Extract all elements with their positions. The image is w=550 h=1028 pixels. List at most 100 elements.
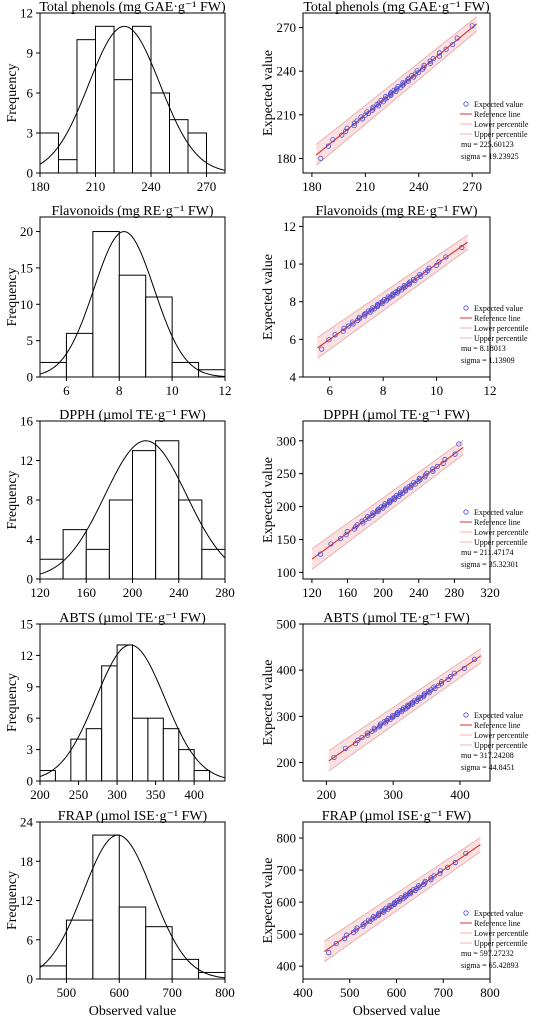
lower-percentile-line bbox=[311, 454, 464, 570]
histogram-chart: DPPH (µmol TE·g⁻¹ FW) 120 160 200 240 280 0 4 8 1… bbox=[5, 408, 235, 600]
histogram-x-tick-label: 240 bbox=[141, 179, 161, 194]
qq-point bbox=[409, 701, 416, 707]
histogram-bar bbox=[113, 79, 133, 174]
qq-point bbox=[400, 82, 406, 88]
qq-title: FRAP (µmol ISE·g⁻¹ FW) bbox=[322, 809, 472, 824]
qq-point bbox=[421, 691, 427, 697]
qq-chart: ABTS (µmol TE·g⁻¹ FW) 200 300 400 200 300 400 5… bbox=[261, 611, 529, 802]
qq-point bbox=[447, 674, 454, 680]
qq-y-tick-label: 6 bbox=[290, 332, 297, 347]
qq-sigma-label: sigma = 65.42893 bbox=[461, 961, 519, 970]
qq-point bbox=[333, 940, 339, 947]
qq-x-tick-label: 270 bbox=[462, 179, 482, 194]
histogram-x-tick-label: 800 bbox=[215, 985, 235, 1000]
histogram-y-tick-label: 9 bbox=[27, 679, 34, 694]
qq-axes-frame bbox=[302, 216, 491, 378]
qq-point bbox=[330, 137, 336, 143]
normal-curve bbox=[39, 231, 226, 377]
qq-sigma-label: sigma = 19.23925 bbox=[461, 152, 519, 161]
qq-title: ABTS (µmol TE·g⁻¹ FW) bbox=[323, 611, 470, 626]
qq-point bbox=[430, 468, 436, 474]
legend-upper-percentile: Upper percentile bbox=[474, 334, 528, 343]
qq-y-axis-label: Expected value bbox=[261, 660, 276, 746]
histogram-y-tick-label: 8 bbox=[27, 493, 34, 508]
histogram-x-axis-label: Observed value bbox=[89, 1004, 176, 1019]
qq-point bbox=[339, 132, 345, 138]
qq-y-tick-label: 180 bbox=[277, 151, 297, 166]
histogram-title: Flavonoids (mg RE·g⁻¹ FW) bbox=[51, 204, 213, 219]
legend-lower-percentile: Lower percentile bbox=[474, 528, 529, 537]
histogram-bar bbox=[201, 548, 226, 580]
qq-point bbox=[359, 518, 365, 524]
histogram-bar bbox=[187, 132, 207, 174]
qq-point bbox=[420, 881, 427, 887]
histogram-y-tick-label: 24 bbox=[20, 815, 34, 830]
histogram-bar bbox=[39, 361, 67, 378]
histogram-y-tick-label: 6 bbox=[27, 711, 34, 726]
panel-5: FRAP (µmol ISE·g⁻¹ FW) 500 600 700 800 0 6 12 18… bbox=[5, 809, 529, 1019]
histogram-bar bbox=[171, 958, 200, 980]
histogram-bar bbox=[70, 738, 87, 782]
histogram-bar bbox=[198, 369, 226, 378]
qq-x-tick-label: 280 bbox=[445, 585, 465, 600]
qq-point bbox=[398, 489, 404, 495]
histogram-y-tick-label: 12 bbox=[20, 453, 33, 468]
qq-point bbox=[361, 312, 367, 318]
histogram-bar bbox=[116, 644, 134, 782]
histogram-y-tick-label: 0 bbox=[27, 572, 34, 587]
qq-point bbox=[369, 512, 375, 518]
histogram-y-tick-label: 9 bbox=[27, 46, 34, 61]
histogram-y-axis-label: Frequency bbox=[5, 470, 20, 529]
qq-point bbox=[394, 86, 400, 92]
histogram-title: DPPH (µmol TE·g⁻¹ FW) bbox=[59, 408, 206, 423]
qq-sigma-label: sigma = 1.13909 bbox=[461, 356, 515, 365]
qq-y-tick-label: 100 bbox=[277, 565, 297, 580]
qq-point bbox=[370, 510, 376, 516]
qq-y-tick-label: 800 bbox=[277, 831, 297, 846]
qq-y-tick-label: 240 bbox=[277, 64, 297, 79]
upper-percentile-line bbox=[311, 440, 464, 550]
histogram-x-tick-label: 500 bbox=[57, 985, 77, 1000]
qq-point bbox=[378, 504, 384, 510]
histogram-x-tick-label: 600 bbox=[110, 985, 130, 1000]
qq-point bbox=[371, 913, 377, 920]
qq-point bbox=[358, 114, 364, 120]
qq-point bbox=[451, 670, 457, 676]
qq-y-axis-label: Expected value bbox=[261, 457, 276, 543]
qq-y-tick-label: 12 bbox=[283, 219, 296, 234]
qq-point bbox=[412, 697, 418, 703]
qq-x-tick-label: 800 bbox=[480, 985, 500, 1000]
histogram-y-tick-label: 12 bbox=[20, 893, 33, 908]
histogram-bar bbox=[150, 92, 170, 174]
histogram-chart: ABTS (µmol TE·g⁻¹ FW) 200 250 300 350 400 0 3 6 9… bbox=[5, 611, 226, 802]
qq-point bbox=[375, 103, 381, 109]
qq-x-tick-label: 600 bbox=[387, 985, 407, 1000]
legend-reference-line: Reference line bbox=[474, 518, 521, 527]
histogram-bar bbox=[193, 770, 211, 782]
histogram-title: Total phenols (mg GAE·g⁻¹ FW) bbox=[39, 0, 226, 15]
qq-point bbox=[404, 77, 411, 83]
qq-point bbox=[407, 890, 413, 896]
lower-percentile-line bbox=[317, 249, 468, 359]
histogram-y-tick-label: 6 bbox=[27, 86, 34, 101]
histogram-x-tick-label: 210 bbox=[86, 179, 106, 194]
qq-x-tick-label: 6 bbox=[326, 383, 333, 398]
qq-point bbox=[400, 285, 407, 291]
qq-point bbox=[437, 868, 444, 874]
qq-point bbox=[406, 280, 412, 286]
histogram-x-tick-label: 300 bbox=[107, 787, 127, 802]
qq-point bbox=[459, 244, 465, 251]
qq-axes-frame bbox=[302, 12, 491, 174]
qq-point bbox=[430, 56, 436, 62]
histogram-y-tick-label: 10 bbox=[20, 297, 33, 312]
legend-upper-percentile: Upper percentile bbox=[474, 741, 528, 750]
qq-point bbox=[414, 68, 420, 74]
histogram-bar bbox=[58, 159, 78, 174]
qq-point bbox=[355, 737, 361, 743]
qq-point bbox=[407, 891, 413, 897]
histogram-bar bbox=[85, 728, 103, 782]
histogram-bar bbox=[95, 25, 115, 174]
qq-y-tick-label: 210 bbox=[277, 107, 297, 122]
